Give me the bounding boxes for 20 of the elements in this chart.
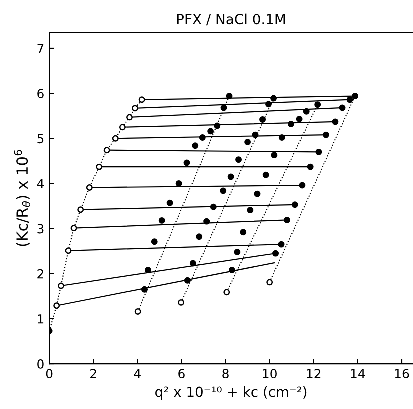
y-tick-label: 2 xyxy=(38,269,44,279)
y-tick-label: 0 xyxy=(38,359,44,369)
y-tick-label: 7 xyxy=(38,44,44,54)
x-tick-label: 12 xyxy=(307,369,321,378)
x-tick-label: 2 xyxy=(90,369,96,378)
x-tick-label: 6 xyxy=(178,369,185,379)
y-tick-label: 4 xyxy=(37,179,44,188)
x-tick-label: 4 xyxy=(134,369,141,378)
x-tick-label: 14 xyxy=(351,369,366,378)
y-tick-label: 6 xyxy=(38,89,44,98)
y-tick-label: 3 xyxy=(38,224,44,234)
y-axis-title: (Kc/R$_{θ}$) x 10$^{6}$ xyxy=(14,150,31,246)
x-tick-label: 8 xyxy=(222,369,229,379)
y-tick-label: 1 xyxy=(38,314,44,324)
chart-title: PFX / NaCl 0.1M xyxy=(177,14,286,26)
y-tick-label: 5 xyxy=(38,134,44,144)
x-tick-label: 10 xyxy=(263,369,277,379)
x-axis-title: q² x 10⁻¹⁰ + kc (cm⁻²) xyxy=(156,386,307,400)
x-tick-label: 16 xyxy=(395,369,410,379)
x-tick-label: 0 xyxy=(46,369,53,379)
